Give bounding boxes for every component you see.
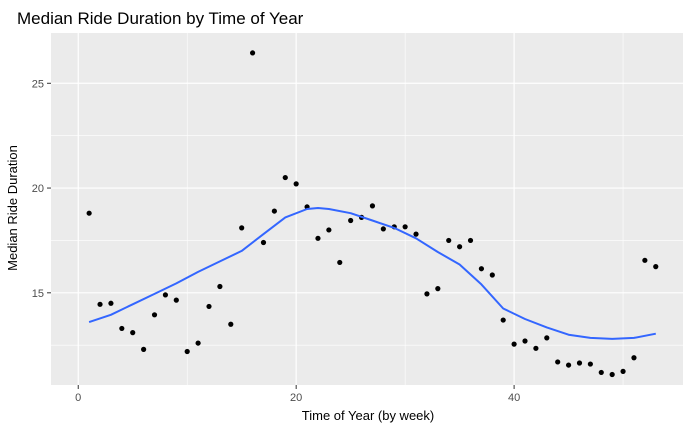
data-point	[435, 286, 441, 292]
y-axis-title: Median Ride Duration	[5, 145, 20, 271]
data-point	[467, 237, 474, 244]
data-point	[228, 321, 234, 327]
data-point	[97, 301, 103, 307]
chart-title: Median Ride Duration by Time of Year	[17, 9, 304, 28]
data-point	[620, 368, 626, 374]
data-point	[402, 224, 408, 230]
data-point	[587, 361, 593, 367]
data-point	[108, 300, 114, 306]
x-tick-label: 0	[75, 392, 81, 404]
data-point	[239, 225, 245, 231]
data-point	[478, 266, 485, 272]
data-point	[369, 203, 376, 209]
data-point	[457, 244, 463, 250]
data-point	[533, 345, 539, 351]
x-tick-label: 20	[290, 392, 302, 404]
x-axis-title: Time of Year (by week)	[302, 408, 434, 423]
data-point	[500, 317, 506, 323]
grid-lines	[51, 33, 683, 385]
data-point	[86, 210, 92, 216]
data-point	[326, 227, 332, 233]
data-point	[271, 208, 277, 214]
y-tick-label: 20	[32, 183, 44, 195]
data-point	[609, 371, 615, 378]
data-point	[293, 181, 299, 187]
data-point	[151, 312, 158, 318]
data-point	[282, 174, 288, 181]
data-point	[446, 237, 452, 244]
data-point	[598, 369, 604, 376]
data-point	[173, 297, 179, 303]
plot-panel	[51, 33, 683, 385]
data-point	[380, 226, 386, 232]
data-point	[315, 235, 321, 241]
data-point	[576, 360, 583, 366]
x-tick-label: 40	[508, 392, 520, 404]
data-point	[217, 283, 223, 290]
data-point	[260, 239, 267, 246]
data-point	[348, 217, 354, 224]
data-point	[511, 341, 517, 347]
data-point	[631, 355, 637, 361]
data-point	[413, 231, 419, 237]
data-point	[565, 362, 572, 368]
x-axis: 0 20 40	[75, 385, 520, 404]
data-point	[119, 325, 125, 332]
data-point	[184, 348, 190, 355]
data-point	[642, 257, 648, 263]
data-point	[544, 335, 550, 341]
data-point	[653, 264, 659, 270]
data-point	[489, 272, 495, 278]
data-point	[141, 346, 147, 352]
data-point	[206, 303, 212, 310]
data-point	[130, 330, 136, 336]
data-point	[337, 259, 343, 266]
data-point	[162, 292, 169, 298]
data-point	[424, 291, 430, 297]
data-point	[522, 338, 528, 344]
smooth-trend-line	[88, 207, 656, 340]
y-tick-label: 15	[32, 288, 44, 300]
data-point	[249, 50, 256, 56]
data-point	[555, 359, 561, 365]
y-tick-label: 25	[32, 78, 44, 90]
data-point	[195, 340, 201, 346]
y-axis: 15 20 25	[32, 78, 51, 300]
